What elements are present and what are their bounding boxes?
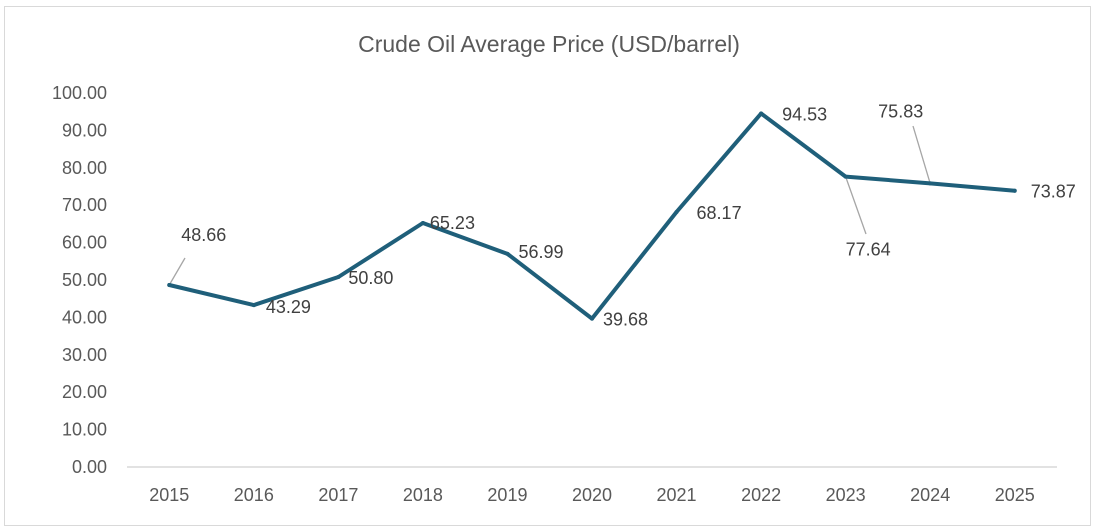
- y-tick-label: 20.00: [62, 382, 107, 402]
- data-label: 43.29: [266, 297, 311, 317]
- x-tick-label: 2021: [657, 485, 697, 505]
- chart-frame: [4, 6, 1091, 526]
- x-tick-label: 2017: [318, 485, 358, 505]
- y-axis-ticks: 0.00 10.00 20.00 30.00 40.00 50.00 60.00 70.00 8…: [52, 83, 107, 477]
- data-label: 73.87: [1031, 182, 1076, 202]
- leader-line: [845, 176, 867, 235]
- data-label: 68.17: [697, 203, 742, 223]
- y-tick-label: 60.00: [62, 233, 107, 253]
- x-tick-label: 2024: [910, 485, 950, 505]
- x-tick-label: 2015: [149, 485, 189, 505]
- data-point: [167, 283, 172, 288]
- x-axis-ticks: 2015 2016 2017 2018 2019 2020 2021 2022 2023 2024…: [149, 485, 1035, 505]
- data-point: [420, 221, 425, 226]
- x-tick-label: 2016: [234, 485, 274, 505]
- data-label: 94.53: [782, 104, 827, 124]
- data-label: 56.99: [518, 242, 563, 262]
- data-point: [928, 181, 933, 186]
- x-tick-label: 2025: [995, 485, 1035, 505]
- chart-title: Crude Oil Average Price (USD/barrel): [358, 31, 740, 57]
- y-tick-label: 70.00: [62, 195, 107, 215]
- price-series-line: [167, 111, 1017, 321]
- y-tick-label: 10.00: [62, 420, 107, 440]
- leader-lines: [168, 125, 931, 286]
- data-point: [251, 303, 256, 308]
- data-point: [505, 251, 510, 256]
- x-tick-label: 2018: [403, 485, 443, 505]
- data-points: [167, 111, 1017, 321]
- x-tick-label: 2020: [572, 485, 612, 505]
- data-point: [1012, 188, 1017, 193]
- data-point: [674, 210, 679, 215]
- data-labels: 48.66 43.29 50.80 65.23 56.99 39.68 68.17 94.53…: [181, 101, 1076, 329]
- y-tick-label: 30.00: [62, 345, 107, 365]
- x-tick-label: 2022: [741, 485, 781, 505]
- leader-line: [168, 257, 186, 286]
- x-tick-label: 2023: [826, 485, 866, 505]
- data-label: 75.83: [878, 101, 923, 121]
- data-label: 65.23: [430, 213, 475, 233]
- y-tick-label: 100.00: [52, 83, 107, 103]
- y-tick-label: 50.00: [62, 270, 107, 290]
- data-point: [759, 111, 764, 116]
- y-tick-label: 80.00: [62, 158, 107, 178]
- y-tick-label: 40.00: [62, 307, 107, 327]
- y-tick-label: 90.00: [62, 120, 107, 140]
- data-label: 50.80: [348, 268, 393, 288]
- data-label: 39.68: [603, 310, 648, 330]
- data-label: 48.66: [181, 225, 226, 245]
- data-point: [843, 174, 848, 179]
- data-point: [590, 316, 594, 321]
- x-tick-label: 2019: [487, 485, 527, 505]
- leader-line: [912, 125, 931, 184]
- data-label: 77.64: [846, 240, 891, 260]
- y-tick-label: 0.00: [72, 457, 107, 477]
- data-point: [336, 275, 341, 280]
